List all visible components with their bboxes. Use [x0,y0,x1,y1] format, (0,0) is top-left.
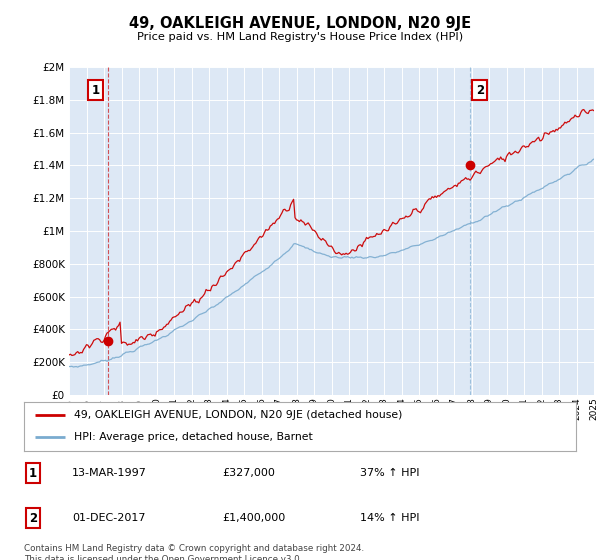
Text: Price paid vs. HM Land Registry's House Price Index (HPI): Price paid vs. HM Land Registry's House … [137,32,463,42]
Text: HPI: Average price, detached house, Barnet: HPI: Average price, detached house, Barn… [74,432,313,442]
Text: 1: 1 [29,466,37,480]
Text: £327,000: £327,000 [222,468,275,478]
Text: 2: 2 [476,83,484,97]
Text: 14% ↑ HPI: 14% ↑ HPI [360,513,419,523]
Text: £1,400,000: £1,400,000 [222,513,285,523]
Text: 49, OAKLEIGH AVENUE, LONDON, N20 9JE: 49, OAKLEIGH AVENUE, LONDON, N20 9JE [129,16,471,31]
Text: 01-DEC-2017: 01-DEC-2017 [72,513,146,523]
Text: 2: 2 [29,511,37,525]
Text: 49, OAKLEIGH AVENUE, LONDON, N20 9JE (detached house): 49, OAKLEIGH AVENUE, LONDON, N20 9JE (de… [74,410,402,420]
Text: 1: 1 [91,83,100,97]
Text: 13-MAR-1997: 13-MAR-1997 [72,468,147,478]
Text: 37% ↑ HPI: 37% ↑ HPI [360,468,419,478]
Text: Contains HM Land Registry data © Crown copyright and database right 2024.
This d: Contains HM Land Registry data © Crown c… [24,544,364,560]
